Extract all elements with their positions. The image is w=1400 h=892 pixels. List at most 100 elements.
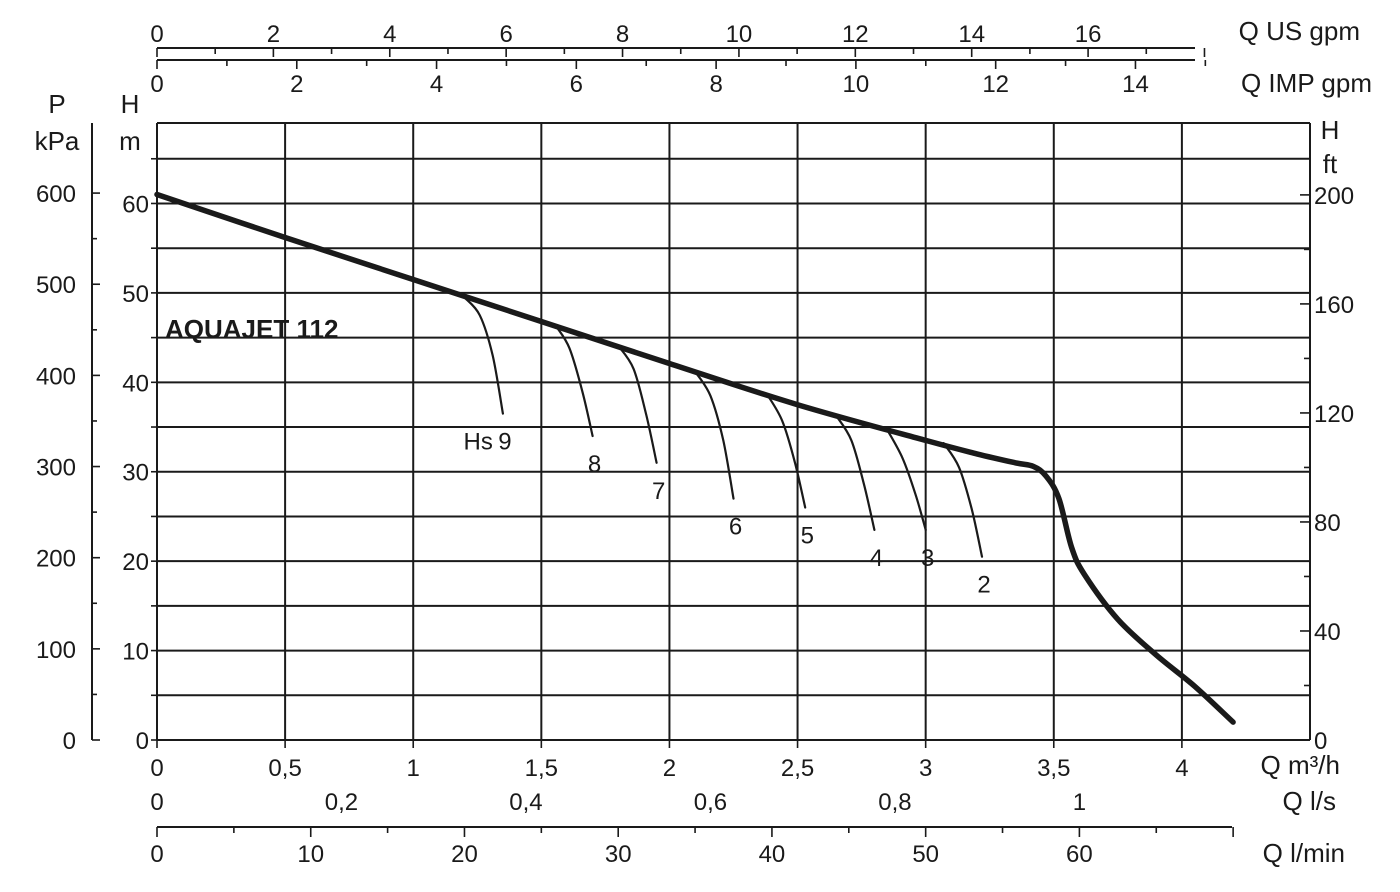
- pressure-tick-label: 400: [36, 363, 76, 390]
- hs-curve-label: 4: [870, 545, 883, 572]
- y-axis-head-m: 0 10 20 30 40 50 60 Hm: [119, 89, 157, 755]
- pump-curve-line: [154, 191, 1236, 725]
- hs-curve-label: 6: [729, 514, 742, 541]
- pressure-tick-label: 500: [36, 272, 76, 299]
- ls-axis-label: Q l/s: [1283, 786, 1336, 816]
- x-tick-label: 1: [407, 755, 420, 782]
- lmin-tick-label: 40: [759, 841, 786, 868]
- x-tick-label: 4: [1175, 755, 1188, 782]
- feet-axis: 0 40 80 120 160 200 Hft: [1300, 115, 1354, 755]
- hs-curve-label: 7: [652, 478, 665, 505]
- pressure-axis-label-line1: P: [48, 89, 65, 119]
- ls-axis: 0 0,2 0,4 0,6 0,8 1 Q l/s: [150, 786, 1336, 816]
- y-axis-label-line2: m: [119, 126, 141, 156]
- ls-tick-label: 0,8: [878, 789, 911, 816]
- imp-gpm-tick-label: 4: [430, 71, 443, 98]
- lmin-tick-label: 60: [1066, 841, 1093, 868]
- imp-gpm-axis-label: Q IMP gpm: [1241, 68, 1372, 98]
- hs-curve-3: [886, 428, 927, 531]
- us-gpm-tick-label: 16: [1075, 21, 1102, 48]
- hs-curve-label: 5: [801, 523, 814, 550]
- lmin-tick-label: 50: [912, 841, 939, 868]
- feet-tick-label: 160: [1314, 292, 1354, 319]
- us-gpm-tick-label: 0: [150, 21, 163, 48]
- lmin-axis: 0 10 20 30 40 50 60 Q l/min: [150, 826, 1345, 868]
- hs-curve-9: [463, 296, 504, 415]
- lmin-tick-label: 0: [150, 841, 163, 868]
- ls-tick-label: 0,6: [694, 789, 727, 816]
- y-tick-label: 0: [136, 728, 149, 755]
- hs-curve-6: [694, 370, 735, 500]
- ls-tick-label: 0,2: [325, 789, 358, 816]
- lmin-tick-label: 20: [451, 841, 478, 868]
- x-tick-label: 3,5: [1037, 755, 1070, 782]
- ls-tick-label: 1: [1073, 789, 1086, 816]
- imp-gpm-tick-label: 6: [570, 71, 583, 98]
- x-tick-label: 0,5: [268, 755, 301, 782]
- us-gpm-tick-label: 6: [499, 21, 512, 48]
- x-tick-label: 0: [150, 755, 163, 782]
- hs-curve-label: 8: [588, 451, 601, 478]
- us-gpm-tick-label: 4: [383, 21, 396, 48]
- y-axis-label-line1: H: [121, 89, 140, 119]
- y-tick-label: 40: [122, 370, 149, 397]
- hs-curve-7: [617, 344, 658, 464]
- y-tick-label: 20: [122, 549, 149, 576]
- x-axis-m3h: 0 0,5 1 1,5 2 2,5 3 3,5 4 Q m³/h: [150, 740, 1340, 782]
- feet-tick-label: 120: [1314, 401, 1354, 428]
- hs-curve-label: 9: [498, 429, 511, 456]
- us-gpm-axis-label: Q US gpm: [1239, 16, 1360, 46]
- us-gpm-tick-label: 8: [616, 21, 629, 48]
- y-tick-label: 10: [122, 639, 149, 666]
- pressure-tick-label: 0: [63, 728, 76, 755]
- feet-axis-label-line2: ft: [1323, 149, 1338, 179]
- hs-label: Hs: [464, 429, 493, 456]
- hs-curve-2: [942, 442, 984, 558]
- feet-tick-label: 0: [1314, 728, 1327, 755]
- chart-title: AQUAJET 112: [165, 314, 338, 344]
- imp-gpm-tick-label: 14: [1122, 71, 1149, 98]
- x-axis-label: Q m³/h: [1261, 750, 1340, 780]
- grid: [156, 122, 1311, 741]
- pressure-tick-label: 600: [36, 181, 76, 208]
- us-gpm-axis: 0 2 4 6 8 10 12 14 16 Q US gpm: [150, 16, 1360, 57]
- lmin-tick-label: 10: [297, 841, 324, 868]
- imp-gpm-tick-label: 2: [290, 71, 303, 98]
- hs-curve-5: [765, 392, 807, 509]
- imp-gpm-tick-label: 10: [843, 71, 870, 98]
- hs-curve-label: 2: [977, 572, 990, 599]
- x-tick-label: 1,5: [525, 755, 558, 782]
- us-gpm-tick-label: 14: [958, 21, 985, 48]
- lmin-axis-label: Q l/min: [1263, 838, 1345, 868]
- x-tick-label: 2,5: [781, 755, 814, 782]
- x-tick-label: 2: [663, 755, 676, 782]
- us-gpm-tick-label: 2: [267, 21, 280, 48]
- pressure-tick-label: 100: [36, 637, 76, 664]
- hs-curve-4: [834, 414, 876, 531]
- us-gpm-tick-label: 12: [842, 21, 869, 48]
- imp-gpm-tick-label: 12: [982, 71, 1009, 98]
- imp-gpm-tick-label: 0: [150, 71, 163, 98]
- imp-gpm-tick-label: 8: [709, 71, 722, 98]
- us-gpm-tick-label: 10: [726, 21, 753, 48]
- lmin-tick-label: 30: [605, 841, 632, 868]
- pressure-tick-label: 200: [36, 546, 76, 573]
- feet-tick-label: 200: [1314, 183, 1354, 210]
- pressure-axis-label-line2: kPa: [35, 126, 80, 156]
- y-tick-label: 30: [122, 460, 149, 487]
- ls-tick-label: 0: [150, 789, 163, 816]
- x-tick-label: 3: [919, 755, 932, 782]
- feet-tick-label: 40: [1314, 619, 1341, 646]
- feet-axis-label-line1: H: [1321, 115, 1340, 145]
- hs-curve-8: [555, 325, 594, 438]
- imp-gpm-axis: 0 2 4 6 8 10 12 14 Q IMP gpm: [150, 59, 1372, 98]
- y-tick-label: 60: [122, 191, 149, 218]
- feet-tick-label: 80: [1314, 510, 1341, 537]
- y-tick-label: 50: [122, 281, 149, 308]
- hs-curves: 9 8 7 6 5 4 3 2 Hs: [463, 296, 991, 599]
- pressure-tick-label: 300: [36, 455, 76, 482]
- ls-tick-label: 0,4: [509, 789, 542, 816]
- hs-curve-label: 3: [921, 545, 934, 572]
